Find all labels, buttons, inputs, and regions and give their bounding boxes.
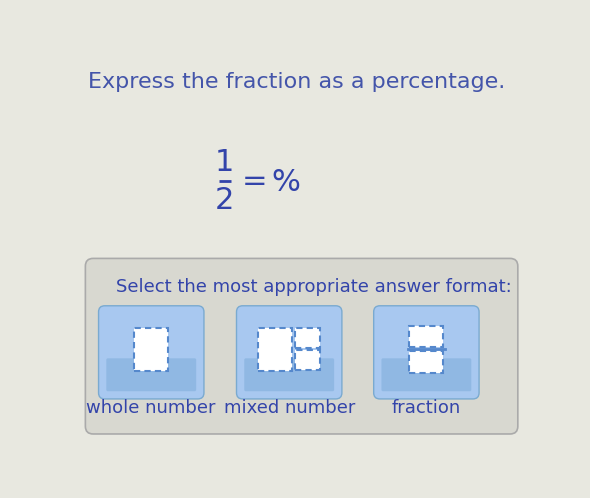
Text: mixed number: mixed number (224, 399, 355, 417)
FancyBboxPatch shape (99, 306, 204, 399)
FancyBboxPatch shape (381, 358, 471, 391)
FancyBboxPatch shape (244, 358, 334, 391)
FancyBboxPatch shape (237, 306, 342, 399)
Text: =: = (241, 167, 267, 196)
Bar (409, 351, 444, 373)
Text: %: % (271, 168, 300, 198)
Text: fraction: fraction (392, 399, 461, 417)
Bar (296, 328, 320, 348)
Text: 1: 1 (215, 148, 235, 177)
FancyBboxPatch shape (86, 258, 518, 434)
Text: whole number: whole number (87, 399, 216, 417)
Text: Select the most appropriate answer format:: Select the most appropriate answer forma… (116, 278, 512, 296)
Bar (258, 328, 292, 371)
Bar (296, 351, 320, 371)
Bar (134, 328, 168, 371)
Text: 2: 2 (215, 186, 235, 215)
Text: Express the fraction as a percentage.: Express the fraction as a percentage. (88, 72, 505, 92)
FancyBboxPatch shape (373, 306, 479, 399)
Bar (409, 326, 444, 348)
FancyBboxPatch shape (106, 358, 196, 391)
